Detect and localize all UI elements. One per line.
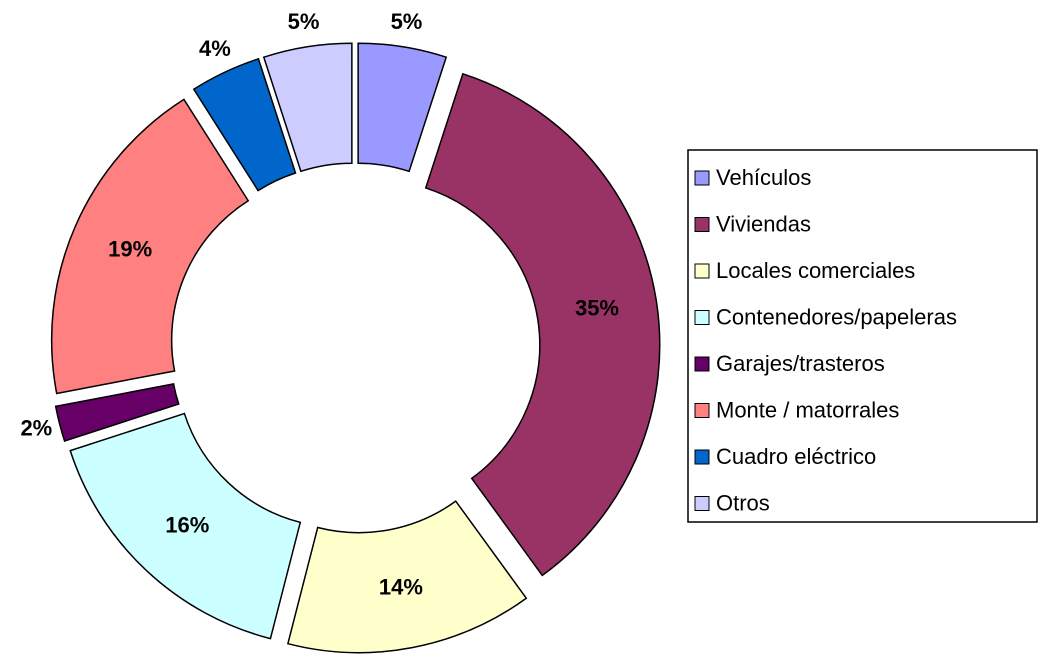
legend-label: Garajes/trasteros [716, 351, 885, 376]
donut-slice [357, 42, 448, 173]
legend-marker [694, 310, 710, 325]
data-label: 4% [199, 36, 231, 61]
legend-label: Monte / matorrales [716, 397, 899, 422]
legend-marker [694, 263, 710, 279]
legend-label: Viviendas [716, 211, 811, 236]
legend-label: Vehículos [716, 165, 811, 190]
data-label: 14% [379, 574, 423, 599]
data-label: 19% [108, 237, 152, 262]
donut-slice [192, 57, 297, 192]
data-label: 2% [20, 416, 52, 441]
legend-marker [694, 217, 710, 232]
donut-slice [69, 412, 302, 640]
legend-label: Contenedores/papeleras [716, 304, 957, 329]
donut-slice [262, 42, 353, 173]
legend-marker [694, 170, 710, 186]
legend-marker [694, 496, 710, 511]
legend-label: Locales comerciales [716, 258, 915, 283]
data-label: 5% [391, 9, 423, 34]
legend-box [687, 149, 1038, 523]
data-label: 16% [165, 512, 209, 537]
donut-slice [50, 98, 250, 395]
data-label: 35% [575, 295, 619, 320]
legend-marker [694, 403, 710, 418]
donut-slice [54, 383, 180, 442]
legend-label: Cuadro eléctrico [716, 444, 876, 469]
donut-slice [286, 500, 528, 654]
legend-label: Otros [716, 490, 770, 515]
donut-slice [424, 72, 661, 577]
legend-marker [694, 449, 710, 465]
legend-marker [694, 356, 710, 372]
data-label: 5% [288, 9, 320, 34]
